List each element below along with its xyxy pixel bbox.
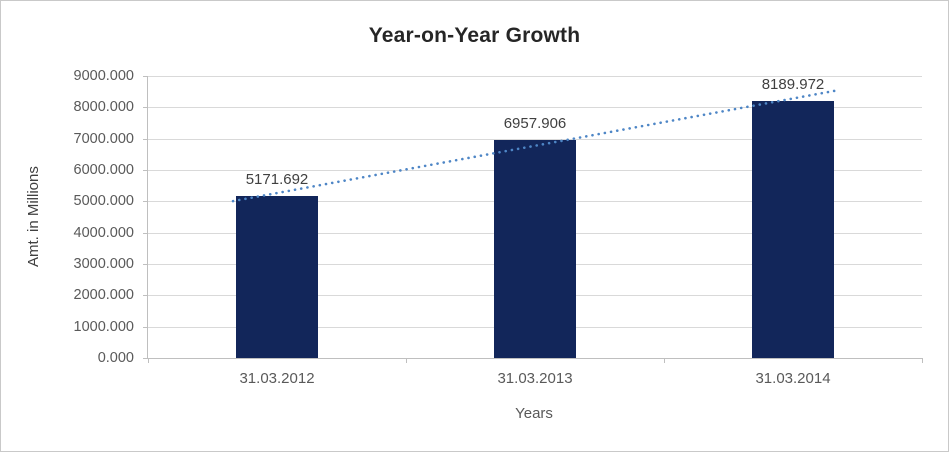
y-axis-tick-label: 9000.000 [73, 68, 134, 84]
y-axis-tick-mark [143, 295, 148, 297]
x-axis-title: Years [515, 405, 553, 422]
x-axis-tick-mark [664, 358, 665, 363]
x-axis-tick-label: 31.03.2013 [497, 370, 573, 387]
y-axis-tick-mark [143, 170, 148, 171]
y-axis-tick-mark [143, 107, 148, 109]
x-axis-tick-mark [406, 358, 407, 363]
y-axis-tick-mark [143, 138, 148, 140]
bar-data-label: 8189.972 [761, 76, 825, 94]
plot-area: 0.000 1000.000 2000.000 3000.000 4000.000 500… [74, 68, 923, 387]
chart-title: Year-on-Year Growth [368, 24, 581, 47]
y-axis-tick-mark [143, 76, 148, 77]
y-axis-tick-label: 2000.000 [73, 287, 134, 304]
y-axis-tick-mark [143, 264, 148, 265]
x-axis-tick-label: 31.03.2012 [239, 370, 315, 387]
x-axis-tick-mark [148, 358, 149, 363]
y-axis-tick-label: 6000.000 [73, 162, 134, 178]
x-axis-tick-label: 31.03.2014 [755, 370, 831, 387]
bar-data-label: 5171.692 [245, 170, 309, 188]
y-axis-tick-mark [143, 201, 148, 203]
y-axis-tick-mark [143, 358, 148, 359]
y-axis-tick-label: 3000.000 [73, 256, 134, 272]
bar [236, 195, 318, 358]
y-axis-tick-label: 7000.000 [73, 130, 134, 147]
y-axis-tick-label: 4000.000 [73, 224, 134, 241]
y-axis-title: Amt. in Millions [25, 166, 42, 268]
y-axis-tick-label: 8000.000 [73, 99, 134, 116]
y-axis-tick-label: 5000.000 [73, 193, 134, 210]
bar [752, 101, 834, 358]
y-axis-tick-label: 0.000 [97, 350, 134, 366]
y-axis-tick-mark [143, 326, 148, 328]
bar-data-label: 6957.906 [503, 114, 567, 132]
y-axis-tick-label: 1000.000 [73, 318, 134, 335]
bar [494, 140, 576, 358]
x-axis-tick-mark [922, 358, 923, 363]
gridline [148, 76, 922, 77]
y-axis-tick-mark [143, 232, 148, 234]
